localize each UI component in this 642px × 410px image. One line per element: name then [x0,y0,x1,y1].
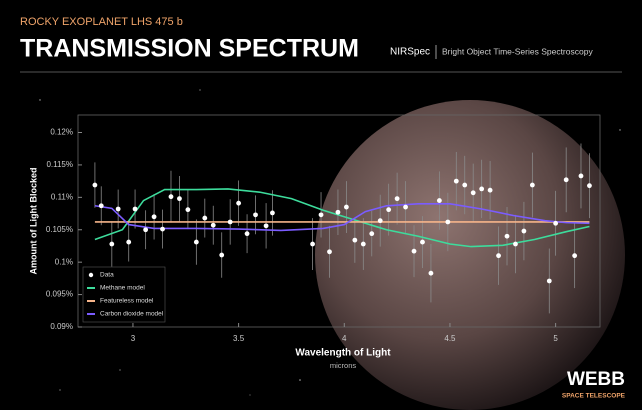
data-point [587,183,592,189]
data-point [160,226,165,232]
y-tick-label: 0.12% [50,128,73,137]
subtitle: ROCKY EXOPLANET LHS 475 b [20,16,183,28]
data-point [445,219,451,225]
legend-label: Data [100,272,114,279]
x-tick-label: 5 [553,334,558,343]
title: TRANSMISSION SPECTRUM [20,35,359,63]
data-point [109,241,115,247]
data-point [253,212,258,218]
data-point [553,220,559,226]
legend-label: Methane model [100,285,145,292]
data-point [92,182,98,188]
model-line [94,188,590,248]
y-tick-label: 0.095% [46,290,73,299]
data-point [487,187,493,193]
model-line [94,203,590,232]
data-point [369,231,375,237]
y-tick-label: 0.11% [51,192,73,201]
x-axis-label: Wavelength of Light [295,348,391,359]
data-point [185,207,191,213]
data-point [318,212,324,218]
legend-label: Featureless model [100,298,154,305]
data-point [327,249,332,255]
data-point [343,204,349,210]
y-axis-label: Amount of Light Blocked [28,168,38,275]
data-point [126,239,132,245]
data-point [386,207,392,213]
instrument: NIRSpec [390,47,430,58]
data-point [263,223,269,229]
data-point [513,241,518,247]
x-tick-label: 4 [342,334,347,343]
data-point [496,253,501,259]
data-point [143,227,149,233]
y-tick-label: 0.105% [46,225,73,234]
data-point [352,237,358,243]
data-point [219,252,225,258]
data-point [244,231,250,237]
data-point [335,209,341,215]
data-point [98,203,104,209]
data-point [436,198,442,203]
plot-frame [77,114,601,328]
data-point [546,278,552,284]
x-tick-label: 4.5 [444,334,456,343]
data-point [310,241,315,247]
data-point [403,204,408,210]
data-point [521,228,527,234]
legend-marker [88,272,94,278]
data-point [428,270,434,276]
planet [315,100,625,410]
data-point [529,182,535,188]
data-point [453,178,459,184]
data-point [572,253,578,259]
data-point [470,190,476,196]
data-point [479,186,485,192]
data-point [210,222,216,228]
legend-box [82,266,166,323]
data-point [177,196,182,202]
data-point [360,241,366,247]
x-axis-unit: microns [330,361,357,370]
data-point [168,194,174,200]
data-point [563,177,569,183]
x-tick-label: 3.5 [233,334,245,343]
data-point [132,206,138,212]
data-point [411,248,417,254]
data-point [394,196,400,202]
data-point [377,218,383,224]
logo-tagline: SPACE TELESCOPE [562,393,626,400]
mode: Bright Object Time-Series Spectroscopy [442,46,593,56]
data-point [270,210,275,216]
data-point [420,239,425,245]
logo-name: WEBB [567,369,625,390]
y-tick-label: 0.115% [46,160,73,169]
x-tick-label: 3 [131,334,136,343]
data-point [151,214,157,220]
data-point [578,173,584,179]
data-point [504,233,510,239]
y-tick-label: 0.1% [55,257,73,266]
data-point [462,182,468,188]
data-point [193,239,199,245]
y-tick-label: 0.09% [50,322,73,331]
legend-label: Carbon dioxide model [100,311,164,318]
data-point [236,200,242,206]
data-point [227,219,233,225]
data-point [202,215,208,221]
data-point [115,206,121,212]
